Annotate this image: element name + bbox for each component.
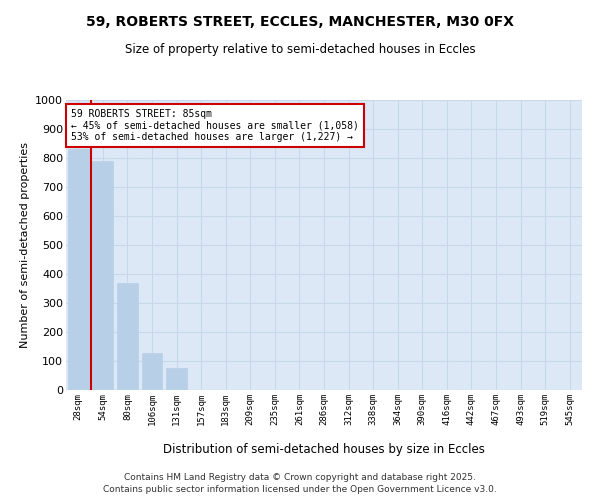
Text: 59, ROBERTS STREET, ECCLES, MANCHESTER, M30 0FX: 59, ROBERTS STREET, ECCLES, MANCHESTER, …	[86, 15, 514, 29]
Bar	[68, 150, 89, 390]
Text: Size of property relative to semi-detached houses in Eccles: Size of property relative to semi-detach…	[125, 42, 475, 56]
Bar	[142, 353, 163, 390]
Text: 59 ROBERTS STREET: 85sqm
← 45% of semi-detached houses are smaller (1,058)
53% o: 59 ROBERTS STREET: 85sqm ← 45% of semi-d…	[71, 108, 359, 142]
Bar	[166, 368, 187, 390]
Bar	[117, 282, 138, 390]
Text: Contains public sector information licensed under the Open Government Licence v3: Contains public sector information licen…	[103, 485, 497, 494]
Bar	[92, 161, 113, 390]
Text: Distribution of semi-detached houses by size in Eccles: Distribution of semi-detached houses by …	[163, 442, 485, 456]
Text: Contains HM Land Registry data © Crown copyright and database right 2025.: Contains HM Land Registry data © Crown c…	[124, 472, 476, 482]
Y-axis label: Number of semi-detached properties: Number of semi-detached properties	[20, 142, 29, 348]
